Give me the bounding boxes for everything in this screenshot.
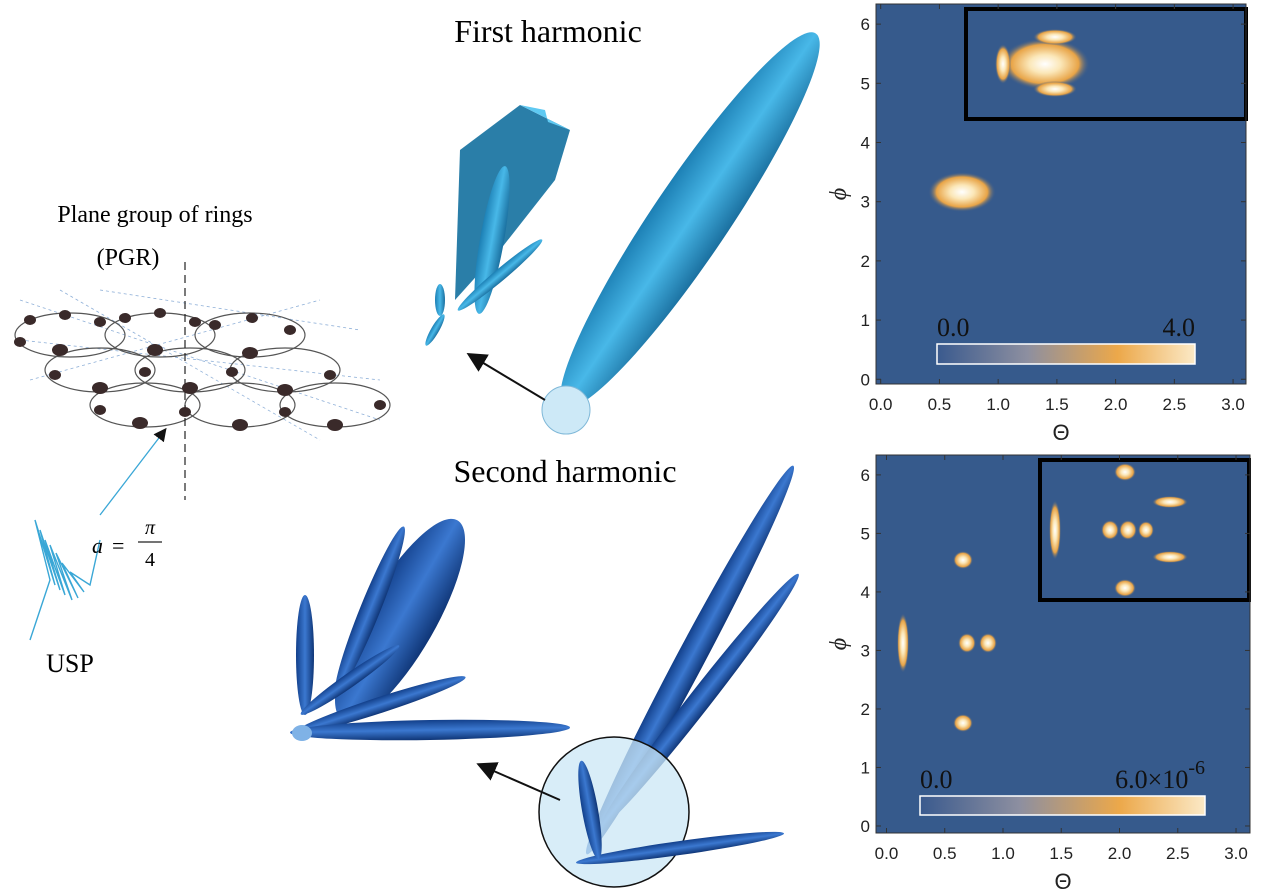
angle-numerator: π — [145, 517, 156, 539]
colorbar-tick-label: 0.0 — [920, 765, 953, 794]
x-tick-label: 0.0 — [875, 844, 899, 863]
ring-lattice — [14, 262, 390, 500]
colorbar-tick-exponent: -6 — [1188, 757, 1205, 779]
y-axis-label: ϕ — [826, 638, 852, 650]
y-tick-label: 0 — [861, 370, 870, 389]
y-tick-label: 3 — [861, 641, 870, 660]
y-tick-label: 5 — [861, 524, 870, 543]
y-tick-label: 0 — [861, 817, 870, 836]
y-tick-label: 6 — [861, 466, 870, 485]
y-tick-label: 2 — [861, 700, 870, 719]
structure-title: Plane group of rings — [57, 202, 252, 228]
y-tick-label: 6 — [861, 15, 870, 34]
x-tick-label: 2.5 — [1163, 395, 1187, 414]
colorbar-tick-text: 4.0 — [1163, 313, 1196, 342]
first-title: First harmonic — [454, 13, 642, 49]
colorbar-tick-label: 0.0 — [937, 313, 970, 342]
y-tick-label: 4 — [861, 583, 870, 602]
y-tick-label: 1 — [861, 311, 870, 330]
colorbar — [937, 344, 1195, 364]
colorbar — [920, 796, 1205, 815]
pulse — [30, 520, 100, 640]
y-tick-label: 3 — [861, 193, 870, 212]
angle-denominator: 4 — [145, 549, 155, 571]
x-tick-label: 1.5 — [1045, 395, 1069, 414]
second-harmonic-pattern — [290, 459, 807, 887]
angle-symbol: a — [92, 533, 103, 558]
angle-equals: = — [112, 533, 124, 558]
y-tick-label: 4 — [861, 134, 870, 153]
figure: Plane group of rings (PGR) a = π 4 USP F… — [0, 0, 1262, 896]
x-axis-label: Θ — [1054, 869, 1071, 894]
x-tick-label: 0.0 — [869, 395, 893, 414]
x-tick-label: 3.0 — [1224, 844, 1248, 863]
x-tick-label: 1.5 — [1049, 844, 1073, 863]
second-title: Second harmonic — [453, 453, 676, 489]
y-tick-label: 5 — [861, 74, 870, 93]
y-axis-label: ϕ — [826, 188, 852, 200]
colorbar-tick-text: 6.0×10 — [1115, 765, 1188, 794]
x-axis-label: Θ — [1052, 420, 1069, 445]
y-tick-label: 2 — [861, 252, 870, 271]
colorbar-tick-text: 0.0 — [920, 765, 953, 794]
x-tick-label: 2.0 — [1104, 395, 1128, 414]
x-tick-label: 1.0 — [991, 844, 1015, 863]
x-tick-label: 0.5 — [933, 844, 957, 863]
first-harmonic-pattern — [423, 12, 848, 434]
incidence-arrow — [100, 430, 165, 515]
x-tick-label: 3.0 — [1221, 395, 1245, 414]
structure-abbr: (PGR) — [97, 245, 160, 271]
x-tick-label: 2.0 — [1108, 844, 1132, 863]
x-tick-label: 0.5 — [928, 395, 952, 414]
x-tick-label: 2.5 — [1166, 844, 1190, 863]
colorbar-tick-text: 0.0 — [937, 313, 970, 342]
y-tick-label: 1 — [861, 758, 870, 777]
colorbar-tick-label: 4.0 — [1163, 313, 1196, 342]
x-tick-label: 1.0 — [986, 395, 1010, 414]
pulse-label: USP — [46, 649, 94, 678]
